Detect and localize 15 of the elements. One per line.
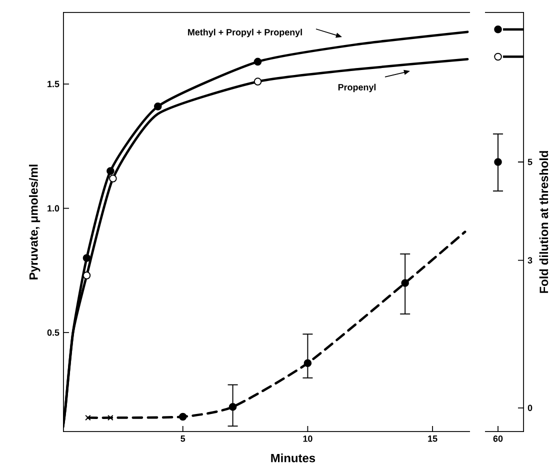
y2-axis-title: Fold dilution at threshold (539, 151, 548, 293)
y2-tick-label: 0 (528, 404, 532, 412)
legend-label: Methyl + Propyl + Propenyl (188, 28, 302, 38)
series-label: Propenyl (338, 84, 376, 92)
y2-tick-label: 5 (528, 158, 532, 166)
y-tick-label: 1.0 (48, 205, 60, 212)
x-axis-title: Minutes (271, 454, 316, 462)
y-tick-label: 0.5 (47, 329, 60, 336)
x-tick-label: 5 (180, 436, 186, 442)
x-tick-label: 60 (493, 436, 503, 442)
x-tick-label: 15 (428, 436, 438, 442)
y2-tick-label: 3 (528, 257, 532, 264)
y-axis-title: Pyruvate, μmoles/ml (29, 164, 40, 280)
y-tick-label: 1.5 (48, 80, 60, 88)
x-tick-label: 10 (303, 436, 312, 442)
